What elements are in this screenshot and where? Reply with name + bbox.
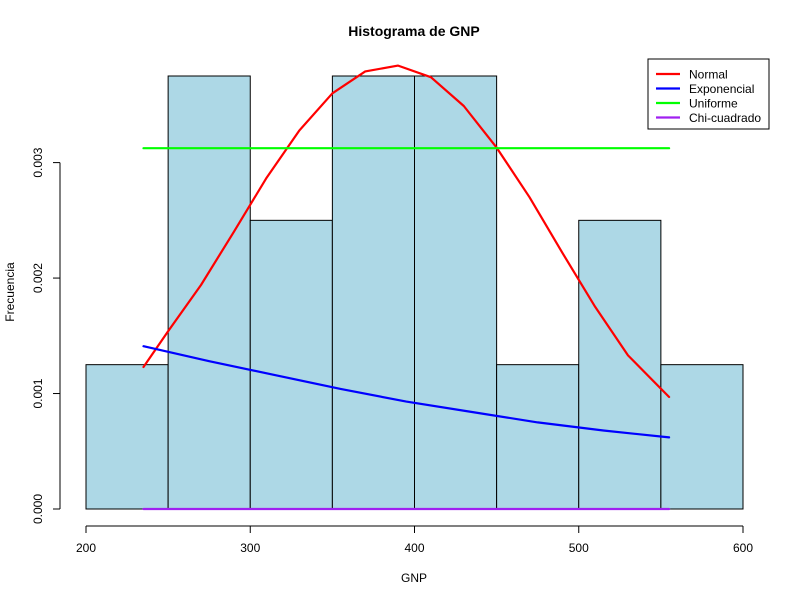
legend-label: Chi-cuadrado [689, 111, 761, 125]
x-tick-label: 500 [569, 541, 589, 555]
histogram-bar-1 [85, 364, 169, 510]
x-axis-label: GNP [401, 571, 427, 585]
histogram-bar-6 [496, 364, 580, 510]
histogram-bar-4 [331, 75, 415, 510]
y-tick-label: 0.003 [31, 147, 45, 177]
x-tick-label: 600 [733, 541, 753, 555]
curve-normal [142, 64, 671, 399]
density-curves [142, 64, 671, 511]
legend-label: Normal [689, 68, 728, 82]
legend-label: Uniforme [689, 97, 738, 111]
x-tick-label: 400 [404, 541, 424, 555]
x-tick-label: 200 [76, 541, 96, 555]
x-axis: 200 300 400 500 600 [76, 525, 753, 555]
histogram-bar-3 [249, 219, 333, 510]
y-axis-label: Frecuencia [3, 262, 17, 322]
histogram-bar-8 [660, 364, 744, 510]
histogram-bar-2 [167, 75, 251, 510]
chart-title: Histograma de GNP [348, 23, 479, 39]
y-axis: 0.000 0.001 0.002 0.003 [31, 147, 61, 524]
y-tick-label: 0.000 [31, 494, 45, 524]
curve-exponencial [142, 345, 671, 439]
y-tick-label: 0.001 [31, 378, 45, 408]
histogram-bars [85, 75, 744, 510]
x-tick-label: 300 [240, 541, 260, 555]
legend-label: Exponencial [689, 82, 754, 96]
histogram-bar-7 [578, 219, 662, 510]
histogram-bar-5 [414, 75, 498, 510]
y-tick-label: 0.002 [31, 263, 45, 293]
